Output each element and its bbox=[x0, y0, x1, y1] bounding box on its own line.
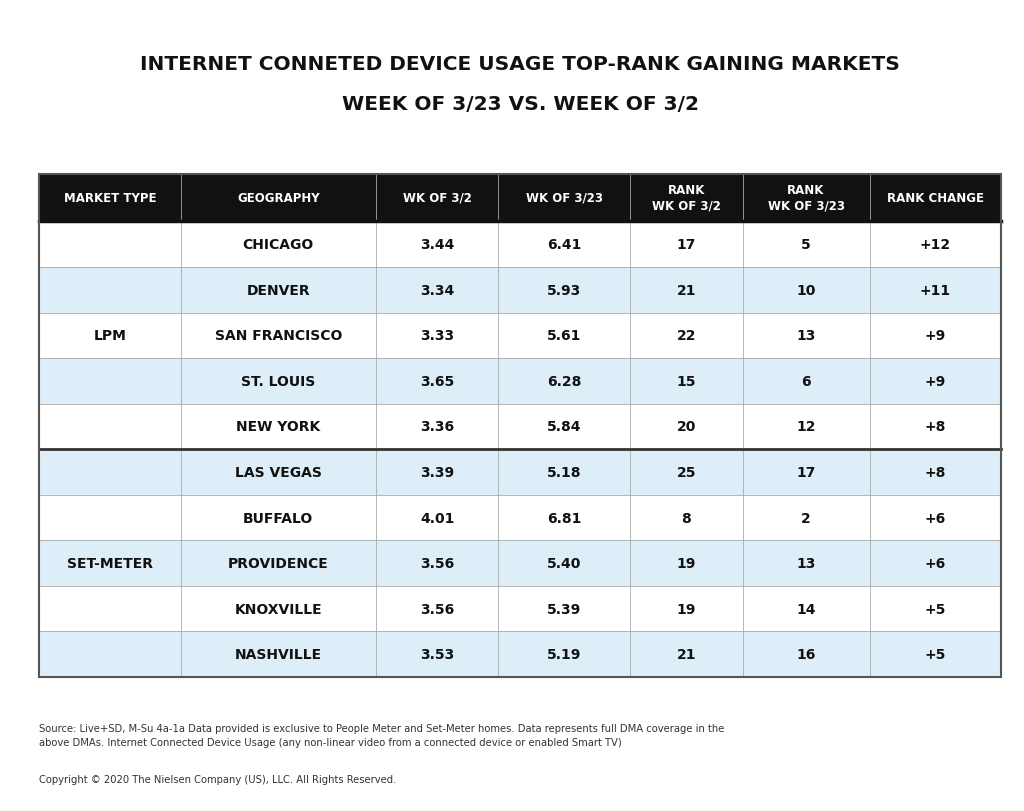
Text: +9: +9 bbox=[925, 375, 946, 388]
Text: Copyright © 2020 The Nielsen Company (US), LLC. All Rights Reserved.: Copyright © 2020 The Nielsen Company (US… bbox=[39, 775, 396, 784]
Bar bbox=[39, 541, 1001, 586]
FancyBboxPatch shape bbox=[180, 174, 376, 222]
Text: WEEK OF 3/23 VS. WEEK OF 3/2: WEEK OF 3/23 VS. WEEK OF 3/2 bbox=[342, 95, 698, 114]
Text: NASHVILLE: NASHVILLE bbox=[234, 647, 322, 662]
Text: 5.61: 5.61 bbox=[547, 329, 582, 343]
Text: RANK
WK OF 3/2: RANK WK OF 3/2 bbox=[652, 184, 721, 212]
Text: 3.33: 3.33 bbox=[420, 329, 455, 343]
Text: 3.39: 3.39 bbox=[420, 466, 455, 479]
FancyBboxPatch shape bbox=[376, 174, 499, 222]
Text: INTERNET CONNETED DEVICE USAGE TOP-RANK GAINING MARKETS: INTERNET CONNETED DEVICE USAGE TOP-RANK … bbox=[140, 54, 900, 74]
Text: 13: 13 bbox=[797, 556, 816, 570]
Bar bbox=[39, 268, 1001, 313]
Text: +6: +6 bbox=[925, 556, 946, 570]
Text: 5.39: 5.39 bbox=[547, 602, 582, 616]
Bar bbox=[39, 632, 1001, 677]
Text: WK OF 3/23: WK OF 3/23 bbox=[525, 191, 603, 204]
Text: KNOXVILLE: KNOXVILLE bbox=[234, 602, 323, 616]
Text: 20: 20 bbox=[677, 420, 696, 434]
Text: +6: +6 bbox=[925, 511, 946, 525]
FancyBboxPatch shape bbox=[630, 174, 742, 222]
Text: 8: 8 bbox=[681, 511, 691, 525]
Text: RANK
WK OF 3/23: RANK WK OF 3/23 bbox=[768, 184, 845, 212]
Text: 5.93: 5.93 bbox=[547, 283, 582, 298]
Text: MARKET TYPE: MARKET TYPE bbox=[63, 191, 156, 204]
Bar bbox=[39, 174, 1001, 677]
Bar bbox=[39, 404, 1001, 449]
Text: RANK CHANGE: RANK CHANGE bbox=[887, 191, 984, 204]
Text: 4.01: 4.01 bbox=[420, 511, 455, 525]
Bar bbox=[39, 222, 1001, 268]
Text: 3.44: 3.44 bbox=[420, 238, 455, 252]
Text: 19: 19 bbox=[677, 556, 696, 570]
Text: 3.36: 3.36 bbox=[420, 420, 455, 434]
Text: 5.40: 5.40 bbox=[547, 556, 582, 570]
Text: WK OF 3/2: WK OF 3/2 bbox=[402, 191, 472, 204]
FancyBboxPatch shape bbox=[869, 174, 1001, 222]
Text: +5: +5 bbox=[925, 602, 946, 616]
Text: +9: +9 bbox=[925, 329, 946, 343]
Text: NEW YORK: NEW YORK bbox=[237, 420, 321, 434]
Text: LPM: LPM bbox=[93, 329, 126, 343]
Text: 17: 17 bbox=[677, 238, 696, 252]
Text: LAS VEGAS: LAS VEGAS bbox=[234, 466, 322, 479]
Text: +12: +12 bbox=[920, 238, 951, 252]
Text: CHICAGO: CHICAGO bbox=[243, 238, 314, 252]
Text: 3.65: 3.65 bbox=[420, 375, 455, 388]
Text: SET-METER: SET-METER bbox=[67, 556, 153, 570]
Text: 2: 2 bbox=[801, 511, 811, 525]
FancyBboxPatch shape bbox=[39, 174, 180, 222]
Text: 6.41: 6.41 bbox=[547, 238, 582, 252]
Bar bbox=[39, 313, 1001, 358]
Text: 5: 5 bbox=[801, 238, 811, 252]
Text: 5.19: 5.19 bbox=[547, 647, 582, 662]
Text: GEOGRAPHY: GEOGRAPHY bbox=[237, 191, 319, 204]
Text: BUFFALO: BUFFALO bbox=[244, 511, 313, 525]
Text: 19: 19 bbox=[677, 602, 696, 616]
Text: 13: 13 bbox=[797, 329, 816, 343]
Text: DENVER: DENVER bbox=[247, 283, 310, 298]
FancyBboxPatch shape bbox=[742, 174, 869, 222]
Text: 15: 15 bbox=[677, 375, 696, 388]
Text: 22: 22 bbox=[677, 329, 696, 343]
Text: 16: 16 bbox=[797, 647, 816, 662]
Text: 5.84: 5.84 bbox=[547, 420, 582, 434]
Bar bbox=[39, 496, 1001, 541]
Text: 6: 6 bbox=[801, 375, 811, 388]
Text: PROVIDENCE: PROVIDENCE bbox=[228, 556, 329, 570]
FancyBboxPatch shape bbox=[499, 174, 630, 222]
Bar bbox=[39, 449, 1001, 496]
Text: n: n bbox=[959, 22, 978, 48]
Text: SAN FRANCISCO: SAN FRANCISCO bbox=[215, 329, 342, 343]
Text: +5: +5 bbox=[925, 647, 946, 662]
Text: +8: +8 bbox=[925, 466, 946, 479]
Text: 10: 10 bbox=[797, 283, 816, 298]
Text: +8: +8 bbox=[925, 420, 946, 434]
Text: Source: Live+SD, M-Su 4a-1a Data provided is exclusive to People Meter and Set-M: Source: Live+SD, M-Su 4a-1a Data provide… bbox=[39, 723, 724, 747]
Text: 25: 25 bbox=[677, 466, 696, 479]
Text: 6.81: 6.81 bbox=[547, 511, 582, 525]
Bar bbox=[39, 358, 1001, 404]
Text: 21: 21 bbox=[677, 647, 696, 662]
Text: 5.18: 5.18 bbox=[547, 466, 582, 479]
Text: 6.28: 6.28 bbox=[547, 375, 582, 388]
Bar bbox=[39, 586, 1001, 632]
Text: 3.56: 3.56 bbox=[420, 602, 455, 616]
Text: 17: 17 bbox=[797, 466, 816, 479]
Text: +11: +11 bbox=[920, 283, 951, 298]
Text: 3.34: 3.34 bbox=[420, 283, 455, 298]
Text: 3.53: 3.53 bbox=[420, 647, 455, 662]
Text: 3.56: 3.56 bbox=[420, 556, 455, 570]
Text: 12: 12 bbox=[797, 420, 816, 434]
Text: 14: 14 bbox=[797, 602, 816, 616]
Text: 21: 21 bbox=[677, 283, 696, 298]
Text: ST. LOUIS: ST. LOUIS bbox=[242, 375, 315, 388]
